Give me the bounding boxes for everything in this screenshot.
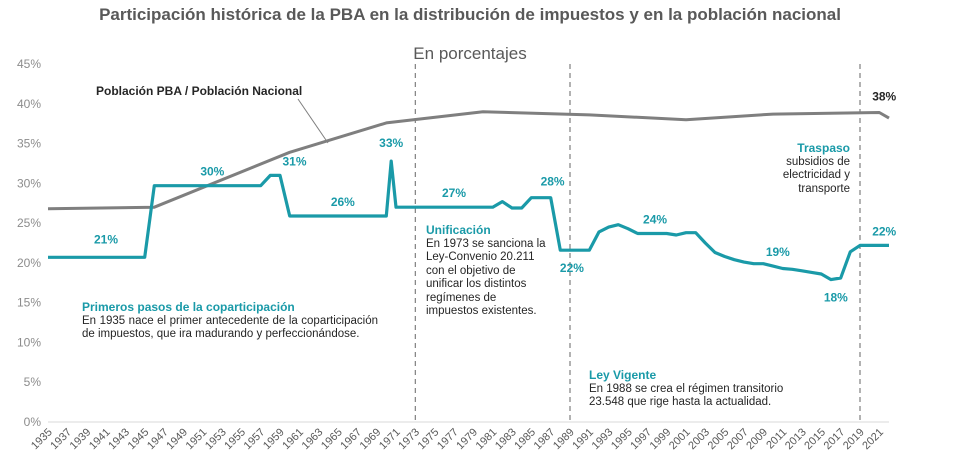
chart-subtitle: En porcentajes [413,44,527,63]
x-tick-label: 2011 [764,426,789,451]
y-tick-label: 0% [24,415,42,429]
note-primeros-pasos: Primeros pasos de la coparticipación En … [82,300,378,342]
x-tick-label: 1961 [280,426,306,452]
data-label: 30% [200,165,224,179]
y-tick-label: 20% [17,256,41,270]
y-tick-label: 45% [17,57,41,71]
x-tick-label: 1959 [261,426,287,452]
data-label: 33% [379,136,403,150]
population-series-label: Población PBA / Población Nacional [96,84,302,98]
y-tick-label: 15% [17,296,41,310]
y-tick-label: 35% [17,137,41,151]
data-label: 28% [541,175,565,189]
note-ley-vigente: Ley Vigente En 1988 se crea el régimen t… [589,368,819,410]
chart-title: Participación histórica de la PBA en la … [99,5,841,24]
y-tick-label: 25% [17,216,41,230]
x-tick-label: 1947 [145,426,171,452]
x-tick-label: 1979 [454,426,480,452]
note-traspaso-body: subsidios de electricidad y transporte [782,155,850,195]
x-tick-label: 1949 [164,426,190,452]
x-tick-label: 1995 [609,426,635,452]
x-tick-label: 1983 [493,426,519,452]
x-tick-label: 2003 [686,426,712,452]
x-tick-label: 1951 [184,426,210,452]
note-unificacion: Unificación En 1973 se sanciona la Ley-C… [426,223,550,319]
x-tick-label: 1941 [87,426,113,452]
note-traspaso: Traspaso subsidios de electricidad y tra… [754,141,850,196]
x-tick-label: 2021 [860,426,886,452]
x-tick-label: 1991 [570,426,596,452]
note-ley-vigente-head: Ley Vigente [589,368,657,382]
note-primeros-pasos-body: En 1935 nace el primer antecedente de la… [82,314,378,341]
data-label: 27% [442,186,466,200]
x-tick-label: 1981 [474,426,500,452]
y-tick-label: 5% [24,375,42,389]
x-tick-label: 2005 [706,426,732,452]
x-tick-label: 1955 [222,426,248,452]
x-tick-label: 1969 [358,426,384,452]
x-tick-label: 1943 [106,426,132,452]
x-tick-label: 2001 [667,426,693,452]
x-tick-label: 1987 [532,426,558,452]
x-tick-label: 1999 [648,426,674,452]
note-ley-vigente-body: En 1988 se crea el régimen transitorio 2… [589,382,784,409]
data-label: 18% [824,291,848,305]
data-label: 22% [560,261,584,275]
data-label: 31% [282,154,306,168]
x-tick-label: 1957 [242,426,268,452]
x-tick-label: 1975 [416,426,442,452]
x-tick-label: 1935 [29,426,55,452]
note-traspaso-head: Traspaso [797,141,850,155]
population-series-line [47,110,890,211]
x-tick-label: 1963 [300,426,326,452]
x-tick-label: 1973 [396,426,422,452]
x-tick-label: 1937 [48,426,74,452]
x-tick-label: 1989 [551,426,577,452]
x-tick-label: 2009 [744,426,770,452]
population-label-leader [297,98,329,144]
x-tick-label: 2015 [802,426,828,452]
x-tick-label: 2019 [841,426,867,452]
y-tick-label: 40% [17,97,41,111]
x-tick-label: 1977 [435,426,461,452]
data-label: 24% [643,212,667,226]
x-tick-label: 2013 [783,426,809,452]
note-unificacion-head: Unificación [426,223,491,237]
y-tick-label: 10% [17,335,41,349]
x-tick-label: 1971 [377,426,403,452]
x-tick-label: 1967 [338,426,364,452]
note-unificacion-body: En 1973 se sanciona la Ley-Convenio 20.2… [426,237,546,318]
tax-share-series-line [48,159,889,282]
data-label: 38% [872,90,896,104]
y-tick-label: 30% [17,176,41,190]
x-tick-label: 1997 [628,426,654,452]
x-tick-label: 1965 [319,426,345,452]
x-tick-label: 1993 [590,426,616,452]
x-tick-label: 1945 [126,426,152,452]
x-tick-label: 2017 [822,426,848,452]
x-tick-label: 2007 [725,426,751,452]
data-label: 22% [872,224,896,238]
data-label: 26% [331,195,355,209]
x-tick-label: 1939 [68,426,94,452]
data-label: 19% [766,245,790,259]
note-primeros-pasos-head: Primeros pasos de la coparticipación [82,300,295,314]
x-tick-label: 1985 [512,426,538,452]
data-label: 21% [94,232,118,246]
x-tick-label: 1953 [203,426,229,452]
